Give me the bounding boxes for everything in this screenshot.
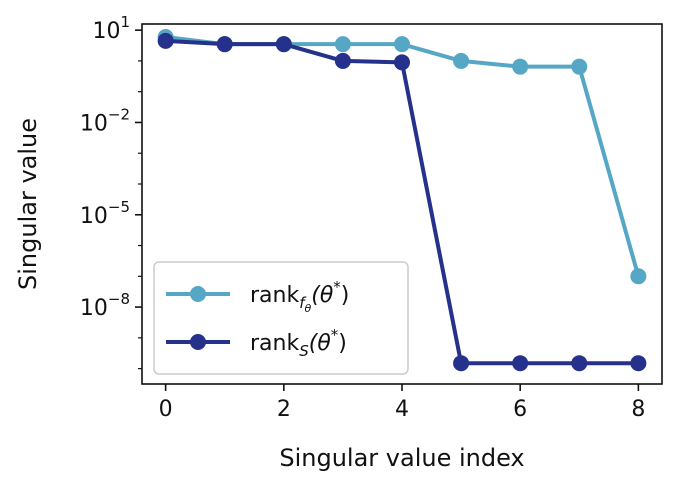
- x-tick-label: 0: [159, 397, 173, 422]
- y-tick-label: 101: [92, 13, 130, 44]
- x-tick-label: 4: [395, 397, 409, 422]
- legend-label-f: rankfθ(θ*): [250, 278, 349, 315]
- legend-label-s: rankS(θ*): [250, 326, 347, 360]
- data-point-f: [394, 36, 410, 53]
- x-tick-label: 8: [631, 397, 645, 422]
- x-tick-label: 2: [277, 397, 291, 422]
- legend-marker-f: [190, 286, 206, 302]
- data-point-f: [630, 268, 647, 285]
- data-point-f: [334, 36, 351, 53]
- data-point-s: [216, 36, 233, 53]
- series-line-f: [165, 34, 641, 277]
- legend: rankfθ(θ*) rankS(θ*): [153, 261, 409, 375]
- data-point-s: [512, 355, 529, 372]
- data-point-s: [157, 32, 174, 49]
- data-point-f: [512, 58, 529, 75]
- data-point-s: [275, 36, 292, 53]
- y-tick-label: 10−2: [80, 105, 130, 136]
- x-tick-label: 6: [513, 397, 527, 422]
- data-point-s: [334, 52, 351, 69]
- series-layer: [157, 28, 647, 372]
- y-axis-label: Singular value: [14, 118, 42, 290]
- data-point-s: [453, 355, 470, 372]
- x-axis-label: Singular value index: [279, 444, 524, 472]
- legend-entry-f: rankfθ(θ*): [166, 278, 349, 315]
- data-point-f: [453, 52, 470, 69]
- data-point-s: [571, 355, 588, 372]
- axes: 0 2 4 6 8 101 10−2 10−5 10−8 Singular value index…: [14, 13, 663, 472]
- data-point-f: [571, 58, 588, 75]
- legend-entry-s: rankS(θ*): [166, 326, 347, 360]
- data-point-s: [394, 54, 410, 71]
- series-s: [157, 32, 647, 372]
- y-tick-label: 10−5: [80, 198, 130, 229]
- y-tick-label: 10−8: [80, 290, 130, 321]
- legend-box: [153, 261, 409, 375]
- legend-marker-s: [190, 334, 206, 350]
- data-point-s: [630, 355, 647, 372]
